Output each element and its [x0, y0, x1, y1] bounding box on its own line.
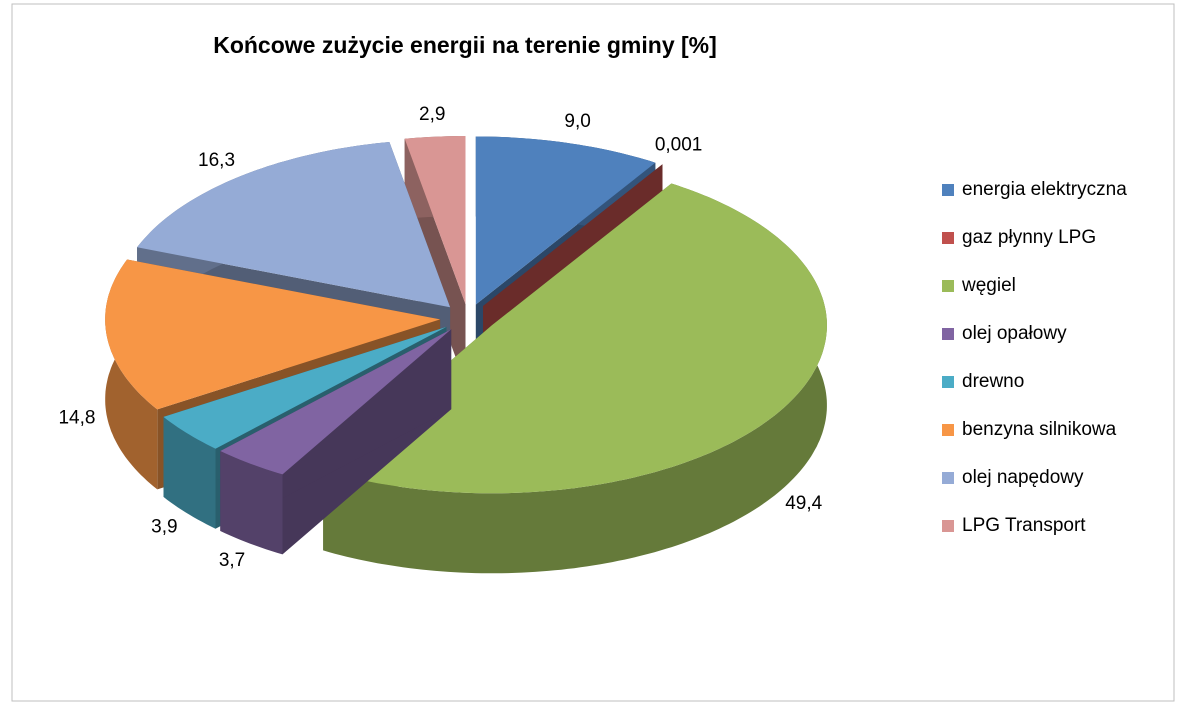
legend-label: drewno: [962, 371, 1024, 392]
slice-wall: [323, 183, 827, 574]
data-label: 14,8: [58, 407, 95, 428]
data-label: 16,3: [198, 150, 235, 171]
data-label: 2,9: [419, 104, 445, 125]
legend-label: benzyna silnikowa: [962, 419, 1117, 440]
legend-swatch: [942, 424, 954, 436]
legend-swatch: [942, 472, 954, 484]
slice: [137, 142, 451, 308]
legend-swatch: [942, 280, 954, 292]
data-label: 9,0: [564, 111, 590, 132]
data-label: 3,9: [151, 517, 177, 538]
slice: [483, 164, 663, 307]
data-label: 49,4: [785, 493, 822, 514]
legend-swatch: [942, 184, 954, 196]
legend-swatch: [942, 328, 954, 340]
slice: [105, 259, 441, 410]
legend-label: LPG Transport: [962, 515, 1086, 536]
legend-label: olej napędowy: [962, 467, 1084, 488]
legend-swatch: [942, 232, 954, 244]
slice: [323, 183, 827, 494]
slice: [475, 136, 656, 305]
legend-label: gaz płynny LPG: [962, 227, 1096, 248]
slice-wall: [220, 451, 283, 555]
legend-label: olej opałowy: [962, 323, 1067, 344]
legend-label: energia elektryczna: [962, 179, 1127, 200]
legend-label: węgiel: [961, 275, 1016, 296]
data-label: 3,7: [219, 550, 245, 571]
chart-title: Końcowe zużycie energii na terenie gminy…: [213, 32, 717, 58]
legend-swatch: [942, 376, 954, 388]
slice-wall: [163, 416, 216, 529]
slice: [163, 326, 447, 449]
slice: [404, 136, 466, 304]
slice: [220, 329, 452, 475]
data-label: 0,001: [655, 135, 703, 156]
legend-swatch: [942, 520, 954, 532]
